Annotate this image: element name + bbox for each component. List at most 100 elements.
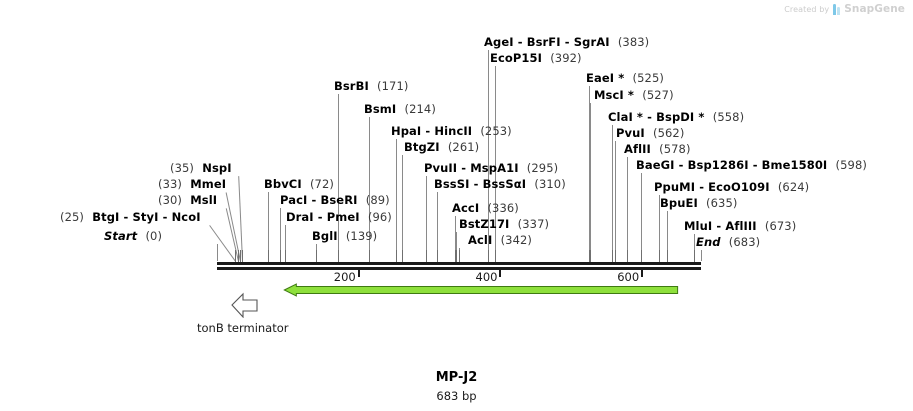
name-separator: - [311,193,317,207]
enzyme-name: EcoP15I [490,51,542,65]
enzyme-position-bsmi: (214) [404,102,436,116]
enzyme-label-aflii[interactable]: AflII (578) [624,143,691,155]
enzyme-label-baegi-bsp1286i-bme1580i[interactable]: BaeGI - Bsp1286I - Bme1580I (598) [636,159,867,171]
enzyme-label-drai-pmei[interactable]: DraI - PmeI (96) [286,211,392,223]
enzyme-label-btgzi[interactable]: BtgZI (261) [404,141,479,153]
enzyme-name: BsrFI [526,35,561,49]
leader-line-drai-pmei [285,225,286,261]
enzyme-label-bsssi-bsssai[interactable]: BssSI - BssSαI (310) [434,178,566,190]
enzyme-label-pvui[interactable]: PvuI (562) [616,127,684,139]
enzyme-name: Start [104,229,138,243]
enzyme-label-bgli[interactable]: BglI (139) [312,230,377,242]
enzyme-name: DraI [286,210,314,224]
enzyme-name: AflII [624,142,651,156]
enzyme-label-nspi[interactable]: (35) NspI [170,162,232,174]
enzyme-position-acli: (342) [500,233,532,247]
enzyme-position-msli: (30) [158,193,183,207]
enzyme-label-hpai-hincii[interactable]: HpaI - HincII (253) [391,125,512,137]
name-separator: - [647,110,653,124]
cut-site-tick-bpuei[interactable] [667,250,668,262]
enzyme-position-bbvci: (72) [309,177,334,191]
cut-site-tick-bstz17i[interactable] [456,250,457,262]
cut-site-tick-msli[interactable] [238,250,239,262]
enzyme-label-paci-bseri[interactable]: PacI - BseRI (89) [280,194,390,206]
name-separator: - [517,35,523,49]
enzyme-position-nspi: (35) [170,161,195,175]
enzyme-label-ecop15i[interactable]: EcoP15I (392) [490,52,582,64]
cut-site-tick-agei-bsrfi-sgrai[interactable] [488,250,489,262]
cut-site-tick-bsssi-bsssai[interactable] [437,250,438,262]
cut-site-tick-clai-bspdi[interactable] [612,250,613,262]
enzyme-label-ppumi-ecoo109i[interactable]: PpuMI - EcoO109I (624) [654,181,809,193]
enzyme-name: BssSI [434,177,470,191]
enzyme-name: BseRI [320,193,358,207]
enzyme-label-start[interactable]: Start (0) [104,230,162,242]
ruler-bottom-line [217,267,701,270]
leader-line-ppumi-ecoo109i [659,195,660,261]
enzyme-name: BspDI * [656,110,705,124]
enzyme-label-bstz17i[interactable]: BstZ17I (337) [459,218,549,230]
cut-site-tick-aflii[interactable] [627,250,628,262]
enzyme-label-acci[interactable]: AccI (336) [452,202,519,214]
enzyme-label-bpuei[interactable]: BpuEI (635) [660,197,737,209]
leader-line-eaei [589,86,590,261]
cut-site-tick-msci[interactable] [590,250,591,262]
leader-line-msci [590,103,591,261]
enzyme-label-bsrbi[interactable]: BsrBI (171) [334,80,408,92]
cut-site-tick-bsmi[interactable] [369,250,370,262]
enzyme-label-btgi-styi-ncoi[interactable]: (25) BtgI - StyI - NcoI [60,211,201,223]
enzyme-position-bpuei: (635) [706,196,738,210]
enzyme-position-start: (0) [145,229,163,243]
name-separator: - [317,210,323,224]
cut-site-tick-drai-pmei[interactable] [285,250,286,262]
enzyme-label-msci[interactable]: MscI * (527) [594,89,674,101]
enzyme-position-hpai-hincii: (253) [480,124,512,138]
cut-site-tick-pvuii-mspa1i[interactable] [426,250,427,262]
enzyme-label-bsmi[interactable]: BsmI (214) [364,103,436,115]
enzyme-name: BstZ17I [459,217,510,231]
cut-site-tick-ecop15i[interactable] [495,250,496,262]
cut-site-tick-bsrbi[interactable] [338,250,339,262]
enzyme-name: BsrBI [334,79,369,93]
cut-site-tick-btgi-styi-ncoi[interactable] [235,250,236,262]
cut-site-tick-acli[interactable] [459,250,460,262]
leader-line-pvuii-mspa1i [426,176,427,261]
enzyme-label-msli[interactable]: (30) MslI [158,194,217,206]
cut-site-tick-btgzi[interactable] [402,250,403,262]
name-separator: - [461,161,467,175]
coding-region-arrow[interactable] [0,282,913,298]
plasmid-name-label: MP-J2 [435,370,478,385]
enzyme-name: SgrAI [573,35,610,49]
enzyme-label-eaei[interactable]: EaeI * (525) [586,72,664,84]
enzyme-label-bbvci[interactable]: BbvCI (72) [264,178,334,190]
snapgene-logo-icon [833,3,841,15]
enzyme-position-end: (683) [728,235,761,249]
enzyme-name: Bsp1286I [687,158,749,172]
enzyme-label-mmei[interactable]: (33) MmeI [158,178,226,190]
enzyme-label-acli[interactable]: AclI (342) [468,234,532,246]
cut-site-tick-bgli[interactable] [316,250,317,262]
cut-site-tick-eaei[interactable] [589,250,590,262]
tonb-terminator-feature[interactable]: tonB terminator [190,292,390,342]
enzyme-label-clai-bspdi[interactable]: ClaI * - BspDI * (558) [608,111,744,123]
cut-site-tick-mlui-afliii[interactable] [694,250,695,262]
enzyme-label-end[interactable]: End (683) [696,236,760,248]
cut-site-tick-hpai-hincii[interactable] [396,250,397,262]
cut-site-tick-bbvci[interactable] [268,250,269,262]
left-arrow-outline-icon [230,292,260,322]
enzyme-label-agei-bsrfi-sgrai[interactable]: AgeI - BsrFI - SgrAI (383) [484,36,649,48]
enzyme-label-pvuii-mspa1i[interactable]: PvuII - MspA1I (295) [424,162,558,174]
name-separator: - [678,158,684,172]
cut-site-tick-nspi[interactable] [242,250,243,262]
cut-site-tick-mmei[interactable] [240,250,241,262]
enzyme-label-mlui-afliii[interactable]: MluI - AflIII (673) [684,220,796,232]
cut-site-tick-acci[interactable] [455,250,456,262]
leader-line-nspi [238,175,243,262]
cut-site-tick-baegi-bsp1286i-bme1580i[interactable] [641,250,642,262]
cut-site-tick-pvui[interactable] [615,250,616,262]
enzyme-position-clai-bspdi: (558) [712,110,745,124]
plasmid-size-label: 683 bp [436,389,477,403]
cut-site-tick-ppumi-ecoo109i[interactable] [659,250,660,262]
enzyme-name: PvuI [616,126,645,140]
cut-site-tick-paci-bseri[interactable] [280,250,281,262]
